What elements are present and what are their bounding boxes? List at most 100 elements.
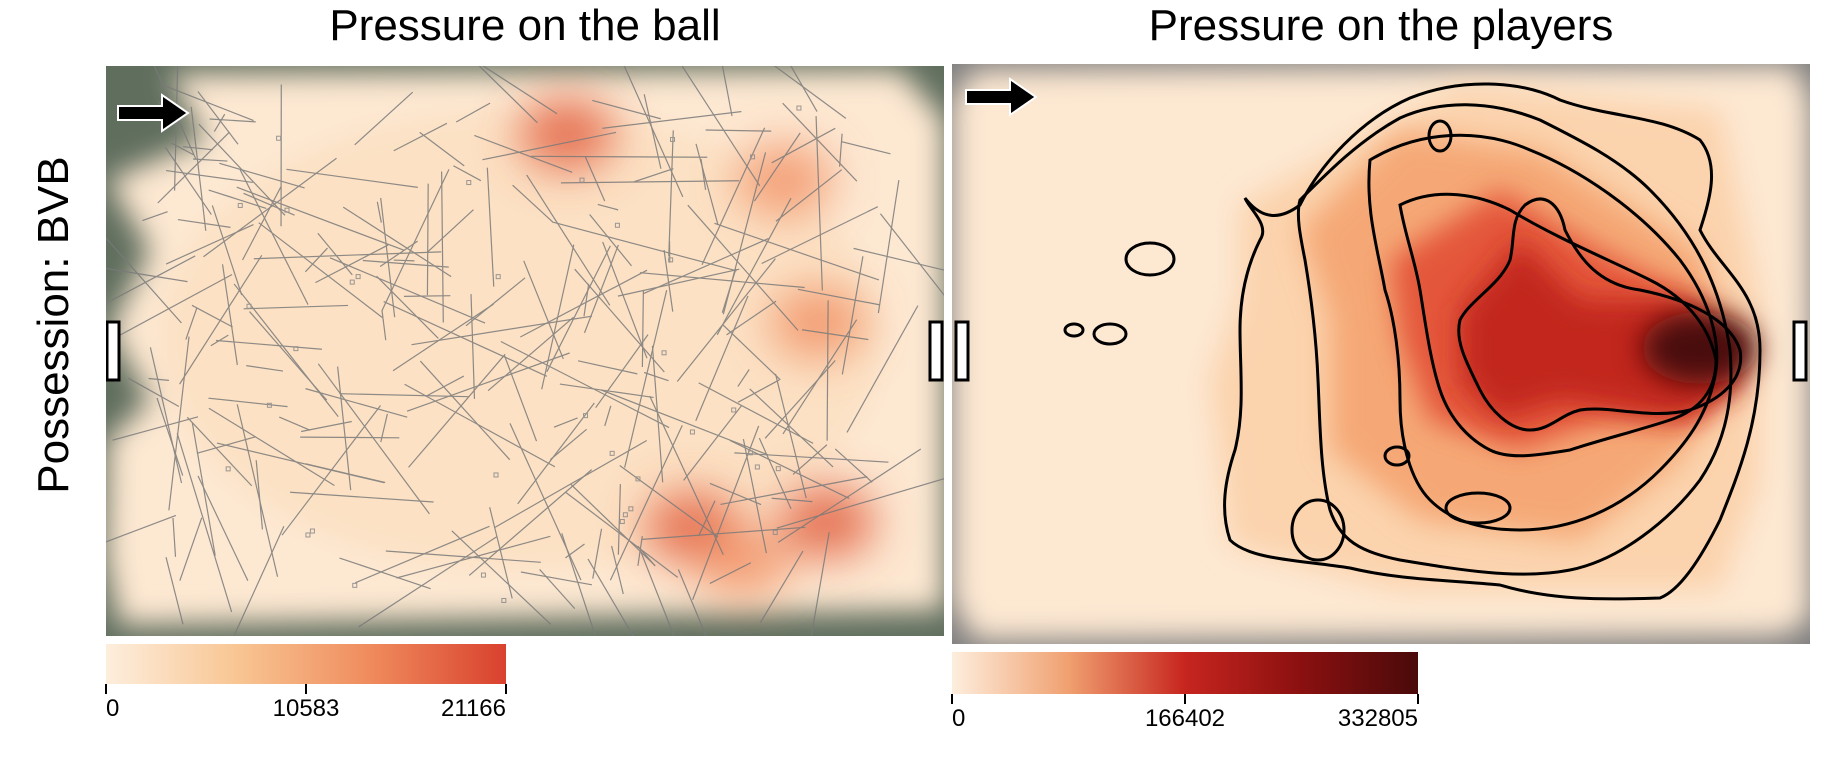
trajectory-line bbox=[721, 66, 733, 117]
trajectory-line bbox=[470, 294, 476, 399]
trajectory-line bbox=[197, 475, 249, 581]
trajectory-line bbox=[406, 352, 570, 412]
trajectory-line bbox=[426, 209, 474, 253]
trajectory-line bbox=[709, 482, 762, 506]
trajectory-line bbox=[722, 152, 767, 315]
trajectory-line bbox=[455, 102, 491, 123]
trajectory-line bbox=[408, 353, 506, 468]
trajectory-line bbox=[233, 525, 285, 636]
attack-direction-arrow-icon-right bbox=[965, 77, 1038, 117]
trajectory-line bbox=[441, 171, 444, 323]
event-marker bbox=[495, 274, 501, 280]
event-marker bbox=[246, 303, 252, 309]
heatmap-panel-pressure-on-ball bbox=[106, 66, 944, 636]
trajectory-line bbox=[737, 379, 780, 403]
trajectory-line bbox=[839, 133, 843, 167]
colorbar-tick-label: 166402 bbox=[1145, 705, 1225, 732]
trajectory-line bbox=[777, 448, 922, 543]
trajectory-line bbox=[109, 273, 233, 341]
trajectory-line bbox=[337, 366, 352, 491]
trajectory-line bbox=[771, 127, 836, 164]
event-marker bbox=[731, 407, 737, 413]
trajectory-line bbox=[716, 197, 792, 336]
left-goal-box-right bbox=[954, 320, 970, 382]
colorbar-pressure-on-ball: 0 10583 21166 bbox=[105, 644, 507, 722]
trajectory-line bbox=[489, 507, 513, 599]
trajectory-line bbox=[354, 525, 490, 584]
trajectory-line bbox=[726, 300, 777, 336]
heat-hotspot bbox=[694, 525, 791, 598]
trajectory-line bbox=[503, 355, 538, 442]
heat-hotspot bbox=[770, 286, 867, 359]
trajectory-line bbox=[602, 241, 648, 359]
trajectory-line bbox=[677, 569, 707, 636]
trajectory-line bbox=[523, 260, 564, 360]
trajectory-line bbox=[541, 244, 575, 390]
event-marker bbox=[772, 529, 778, 535]
trajectory-line bbox=[209, 118, 256, 123]
trajectory-line bbox=[698, 382, 814, 444]
trajectory-line bbox=[342, 206, 452, 278]
trajectory-line bbox=[191, 304, 233, 328]
trajectory-line bbox=[179, 255, 263, 385]
heat-hotspot bbox=[518, 98, 615, 171]
trajectory-line bbox=[286, 168, 418, 188]
trajectory-line bbox=[681, 66, 761, 187]
event-marker bbox=[754, 464, 760, 470]
trajectory-line bbox=[392, 303, 494, 372]
trajectory-line bbox=[771, 497, 813, 503]
trajectory-line bbox=[149, 347, 183, 484]
event-marker bbox=[689, 429, 695, 435]
trajectory-line bbox=[774, 373, 807, 499]
trajectory-line bbox=[157, 131, 230, 204]
trajectory-line bbox=[376, 275, 439, 339]
trajectory-line bbox=[592, 528, 603, 579]
right-goal-box-right bbox=[1792, 320, 1808, 382]
trajectory-line bbox=[597, 203, 619, 211]
event-marker bbox=[614, 222, 620, 228]
trajectory-line bbox=[570, 483, 656, 567]
trajectory-line bbox=[487, 316, 574, 392]
trajectory-line bbox=[520, 269, 648, 338]
event-marker bbox=[635, 476, 641, 482]
trajectory-line bbox=[426, 183, 429, 296]
trajectory-line bbox=[846, 305, 919, 433]
trajectory-line bbox=[236, 404, 279, 577]
event-marker bbox=[237, 202, 243, 208]
trajectory-line bbox=[253, 251, 442, 260]
heatmap-panel-pressure-on-players bbox=[952, 64, 1810, 644]
trajectory-line bbox=[641, 291, 644, 368]
event-marker bbox=[583, 413, 589, 419]
trajectory-line bbox=[172, 517, 177, 557]
pitch-markings-right bbox=[954, 320, 1808, 382]
trajectory-line bbox=[305, 463, 386, 484]
trajectory-line bbox=[526, 174, 611, 306]
trajectory-line bbox=[177, 218, 231, 228]
trajectory-line bbox=[663, 249, 674, 312]
trajectory-line bbox=[705, 129, 772, 132]
trajectory-line bbox=[258, 222, 383, 318]
event-marker bbox=[284, 207, 290, 213]
trajectory-line bbox=[381, 169, 450, 311]
trajectory-line bbox=[643, 371, 669, 382]
trajectory-line bbox=[639, 550, 675, 636]
trajectory-line bbox=[642, 526, 806, 541]
trajectory-line bbox=[683, 405, 742, 481]
event-marker bbox=[480, 572, 486, 578]
trajectory-line bbox=[164, 147, 212, 215]
event-marker bbox=[305, 532, 311, 538]
event-marker bbox=[668, 257, 674, 263]
trajectory-line bbox=[127, 377, 180, 408]
pitch-markings bbox=[106, 320, 944, 382]
event-marker bbox=[501, 598, 507, 604]
trajectory-line bbox=[148, 377, 169, 381]
event-marker bbox=[579, 177, 585, 183]
trajectory-line bbox=[773, 66, 847, 119]
trajectory-line bbox=[300, 436, 400, 439]
trajectory-line bbox=[790, 66, 818, 112]
trajectory-line bbox=[560, 180, 740, 184]
trajectory-line bbox=[742, 438, 767, 554]
trajectory-line bbox=[112, 416, 199, 441]
trajectory-line bbox=[761, 206, 879, 265]
trajectory-line bbox=[305, 388, 408, 418]
